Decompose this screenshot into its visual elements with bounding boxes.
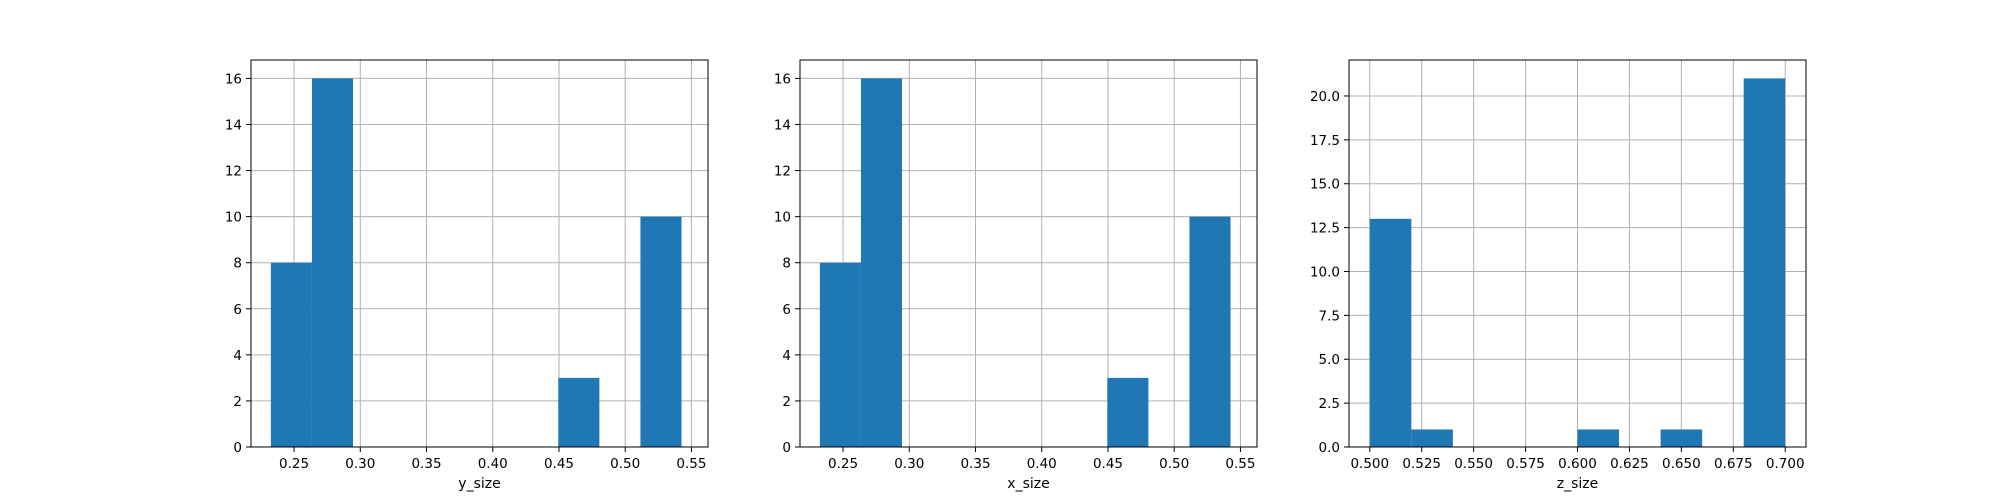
x-tick-label: 0.55	[676, 456, 706, 472]
y-tick-label: 14	[225, 118, 242, 134]
y-tick-label: 10.0	[1310, 264, 1340, 280]
y-tick-label: 17.5	[1310, 133, 1340, 149]
y-tick-label: 8	[233, 256, 242, 272]
x-tick-label: 0.25	[828, 456, 858, 472]
x-tick-label: 0.35	[411, 456, 441, 472]
x-tick-label: 0.45	[544, 456, 574, 472]
x-tick-label: 0.25	[279, 456, 309, 472]
y-tick-label: 15.0	[1310, 177, 1340, 193]
x-tick-label: 0.500	[1350, 456, 1389, 472]
x-tick-label: 0.45	[1093, 456, 1123, 472]
x-tick-label: 0.650	[1662, 456, 1701, 472]
x-axis-label: y_size	[458, 476, 500, 492]
x-tick-label: 0.40	[478, 456, 508, 472]
histogram-bar	[1107, 377, 1149, 447]
y-tick-label: 5.0	[1319, 352, 1340, 368]
subplot-3: 0.500 0.525 0.550 0.575 0.600 0.625 0.650 0.675…	[1310, 59, 1807, 492]
histogram-bar	[1189, 216, 1231, 447]
y-tick-label: 2	[233, 394, 242, 410]
y-tick-label: 7.5	[1319, 308, 1340, 324]
x-tick-label: 0.550	[1454, 456, 1493, 472]
y-tick-label: 0	[233, 440, 242, 456]
x-tick-label: 0.625	[1610, 456, 1649, 472]
x-tick-label: 0.575	[1506, 456, 1545, 472]
x-tick-label: 0.675	[1714, 456, 1753, 472]
x-tick-label: 0.30	[345, 456, 375, 472]
subplot-1: 0.25 0.30 0.35 0.40 0.45 0.50 0.55 0 2 4 6 8 10 12 14 1…	[225, 59, 709, 492]
y-tick-label: 10	[774, 210, 791, 226]
axes-root: 0.25 0.30 0.35 0.40 0.45 0.50 0.55024681012141…	[225, 59, 1807, 492]
x-tick-label: 0.35	[960, 456, 990, 472]
axes-frame	[799, 59, 1258, 448]
y-tick-label: 6	[782, 302, 791, 318]
histogram-bar	[819, 262, 861, 447]
x-tick-label: 0.50	[1159, 456, 1189, 472]
y-tick-label: 12	[774, 164, 791, 180]
y-tick-label: 2.5	[1319, 396, 1340, 412]
histogram-bar	[1577, 429, 1620, 447]
x-tick-label: 0.700	[1766, 456, 1805, 472]
axes-frame	[250, 59, 709, 448]
y-tick-label: 4	[233, 348, 242, 364]
histogram-bar	[860, 78, 902, 447]
y-tick-label: 4	[782, 348, 791, 364]
y-tick-label: 2	[782, 394, 791, 410]
y-tick-label: 8	[782, 256, 791, 272]
x-tick-label: 0.50	[610, 456, 640, 472]
y-tick-label: 14	[774, 118, 791, 134]
y-tick-label: 0.0	[1319, 440, 1340, 456]
histogram-bar	[270, 262, 312, 447]
y-tick-label: 12.5	[1310, 221, 1340, 237]
histogram-bar	[1369, 218, 1412, 447]
x-tick-label: 0.40	[1027, 456, 1057, 472]
y-tick-label: 12	[225, 164, 242, 180]
y-tick-label: 0	[782, 440, 791, 456]
y-tick-label: 10	[225, 210, 242, 226]
histogram-bar	[640, 216, 682, 447]
y-tick-label: 6	[233, 302, 242, 318]
y-tick-label: 16	[774, 71, 791, 87]
histogram-bar	[558, 377, 600, 447]
histogram-bar	[1411, 429, 1453, 447]
x-axis-label: z_size	[1557, 476, 1599, 492]
histogram-bar	[1660, 429, 1703, 447]
x-axis-label: x_size	[1007, 476, 1049, 492]
histogram-bar	[311, 78, 353, 447]
x-tick-label: 0.55	[1225, 456, 1255, 472]
x-tick-label: 0.30	[894, 456, 924, 472]
x-tick-label: 0.525	[1402, 456, 1441, 472]
y-tick-label: 16	[225, 71, 242, 87]
subplot-2: 0.25 0.30 0.35 0.40 0.45 0.50 0.55 0 2 4 6 8 10 12 14 1…	[774, 59, 1258, 492]
y-tick-label: 20.0	[1310, 89, 1340, 105]
histogram-bar	[1743, 78, 1786, 447]
x-tick-label: 0.600	[1558, 456, 1597, 472]
